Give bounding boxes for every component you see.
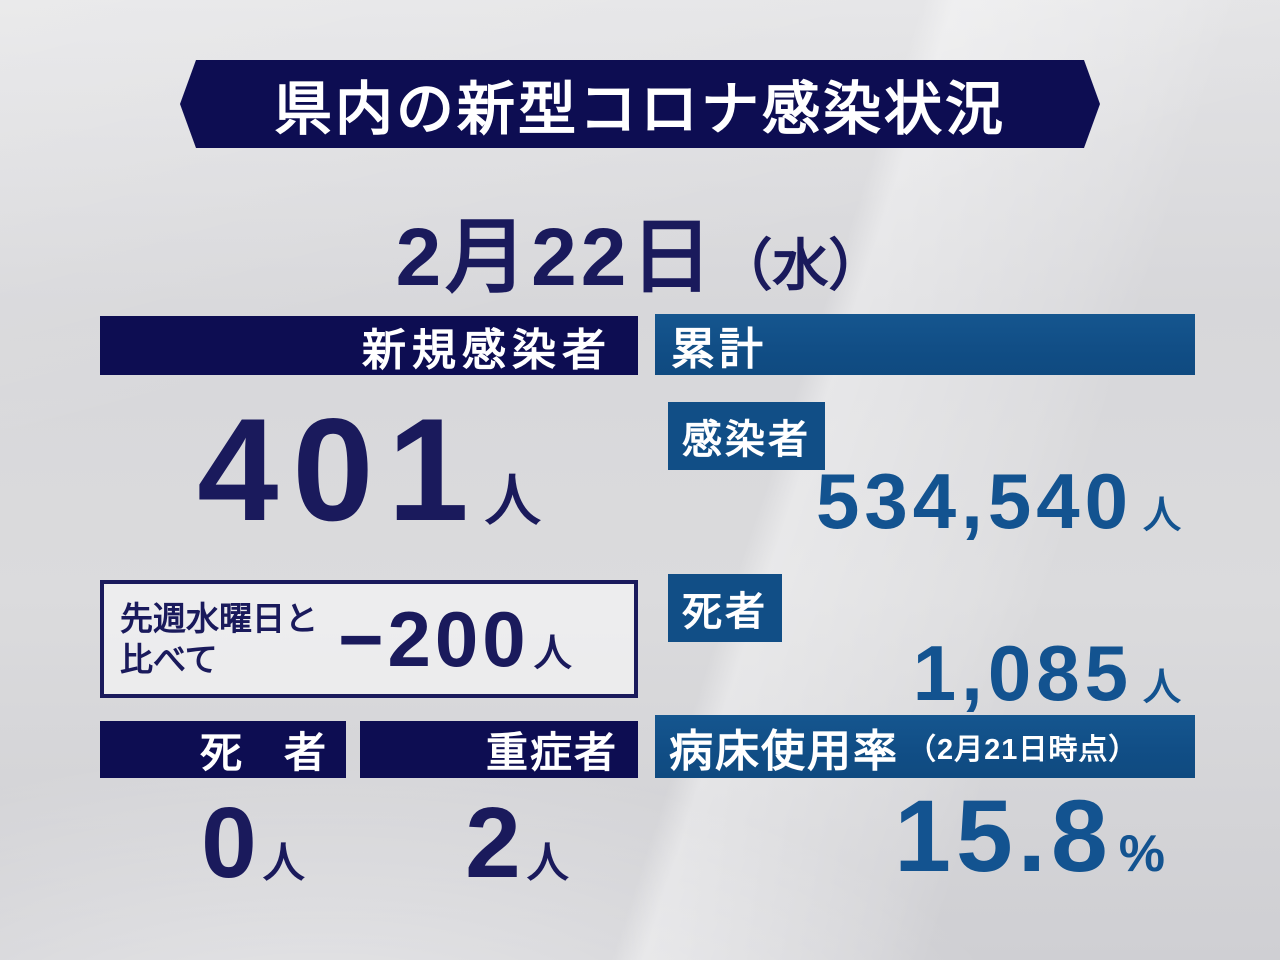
severe-cases-header-bar: 重症者 — [360, 721, 638, 778]
date-weekday: （水） — [716, 234, 885, 297]
cumulative-deaths-chip: 死者 — [668, 574, 782, 642]
week-comparison-unit: 人 — [533, 632, 572, 675]
severe-cases-value: 2 — [465, 787, 521, 899]
cumulative-infected-value: 534,540 — [816, 457, 1133, 545]
week-comparison-value: −200 — [338, 594, 530, 683]
week-comparison-box: 先週水曜日と 比べて −200 人 — [100, 580, 638, 698]
bed-usage-label: 病床使用率 — [669, 726, 899, 776]
severe-cases-unit: 人 — [526, 839, 569, 886]
severe-cases-header-label: 重症者 — [485, 729, 618, 776]
daily-deaths-count: 0 人 — [130, 786, 376, 901]
week-comparison-label-line1: 先週水曜日と — [120, 599, 318, 637]
daily-deaths-header-bar: 死 者 — [100, 721, 346, 778]
cumulative-infected-count: 534,540 人 — [655, 456, 1195, 547]
week-comparison-count: −200 人 — [338, 594, 572, 685]
bed-usage-count: 15.8 % — [655, 778, 1195, 895]
new-cases-value: 401 — [197, 388, 483, 551]
daily-deaths-header-label: 死 者 — [199, 729, 326, 776]
new-cases-header-bar: 新規感染者 — [100, 316, 638, 375]
date-row: 2月22日 （水） — [0, 190, 1280, 303]
week-comparison-label: 先週水曜日と 比べて — [104, 598, 338, 681]
cumulative-header-label: 累計 — [671, 324, 767, 374]
cumulative-infected-label: 感染者 — [682, 418, 811, 462]
cumulative-infected-unit: 人 — [1142, 495, 1181, 537]
cumulative-deaths-unit: 人 — [1142, 667, 1181, 709]
week-comparison-label-line2: 比べて — [120, 641, 218, 678]
cumulative-header-bar: 累計 — [655, 314, 1195, 375]
bed-usage-date-note: （2月21日時点） — [907, 733, 1139, 766]
new-cases-count: 401 人 — [100, 386, 638, 566]
title-banner: 県内の新型コロナ感染状況 — [180, 60, 1100, 148]
cumulative-deaths-count: 1,085 人 — [655, 628, 1195, 719]
cumulative-infected-chip: 感染者 — [668, 402, 825, 470]
bed-usage-header-bar: 病床使用率 （2月21日時点） — [655, 715, 1195, 778]
daily-deaths-value: 0 — [201, 787, 257, 899]
bed-usage-value: 15.8 — [894, 779, 1113, 893]
new-cases-unit: 人 — [484, 469, 541, 532]
date-text: 2月22日 — [395, 212, 717, 303]
page-title: 県内の新型コロナ感染状況 — [273, 77, 1006, 142]
daily-deaths-unit: 人 — [262, 839, 305, 886]
new-cases-header-label: 新規感染者 — [362, 325, 612, 375]
cumulative-deaths-value: 1,085 — [912, 629, 1133, 717]
severe-cases-count: 2 人 — [378, 786, 656, 901]
cumulative-deaths-label: 死者 — [682, 590, 768, 634]
bed-usage-unit: % — [1118, 825, 1165, 883]
